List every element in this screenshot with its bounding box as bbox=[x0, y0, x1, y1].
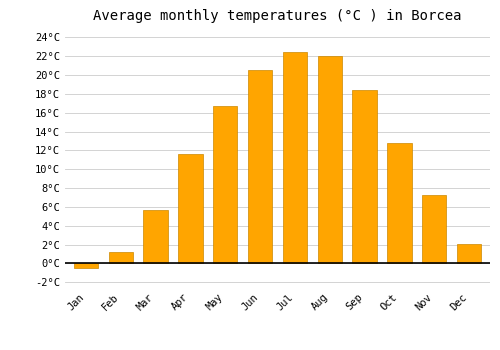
Bar bbox=[144, 210, 168, 264]
Bar bbox=[387, 143, 411, 264]
Bar bbox=[178, 154, 203, 264]
Bar bbox=[422, 195, 446, 264]
Bar bbox=[74, 264, 98, 268]
Bar bbox=[248, 70, 272, 264]
Bar bbox=[457, 244, 481, 264]
Bar bbox=[108, 252, 133, 264]
Bar bbox=[213, 106, 238, 264]
Bar bbox=[318, 56, 342, 264]
Title: Average monthly temperatures (°C ) in Borcea: Average monthly temperatures (°C ) in Bo… bbox=[93, 9, 462, 23]
Bar bbox=[352, 90, 377, 264]
Bar bbox=[282, 51, 307, 264]
